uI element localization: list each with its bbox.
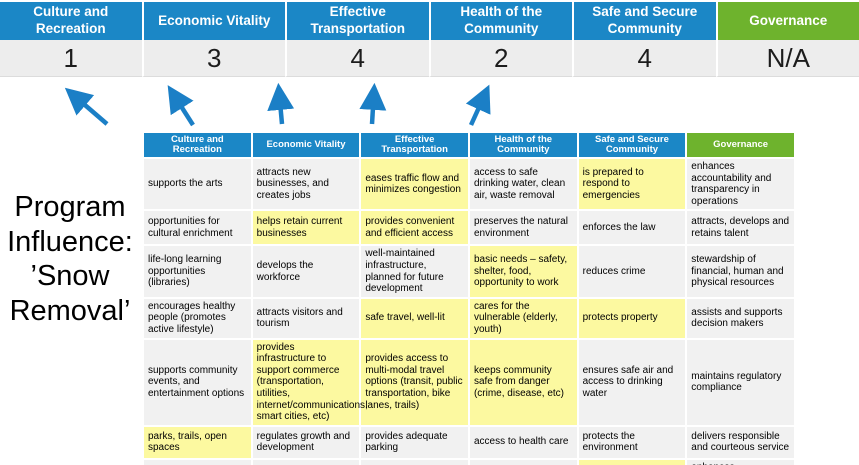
matrix-cell: assists and supports decision makers xyxy=(685,296,796,340)
score-economic-vitality: 3 xyxy=(141,40,285,77)
matrix-cell: maintains regulatory compliance xyxy=(685,337,796,427)
matrix-cell: enhances accountability and transparency… xyxy=(685,156,796,212)
summary-header-safe-and-secure-community: Safe and Secure Community xyxy=(572,2,716,40)
matrix-cell: stewardship of financial, human and phys… xyxy=(685,244,796,299)
matrix-cell: delivers responsible and courteous servi… xyxy=(685,424,796,460)
program-influence-label: Program Influence: ’Snow Removal’ xyxy=(0,190,140,328)
table-row: opportunities for cultural enrichment he… xyxy=(142,209,796,247)
matrix-header-culture-and-recreation: Culture and Recreation xyxy=(142,131,253,159)
matrix-cell: enhances accountability and transparency… xyxy=(685,457,796,465)
matrix-cell: access to safe drinking water, clean air… xyxy=(467,156,579,212)
table-row: supports community events, and entertain… xyxy=(142,337,796,427)
score-safe-and-secure-community: 4 xyxy=(572,40,716,77)
matrix-cell: cares for the vulnerable (elderly, youth… xyxy=(467,296,579,340)
matrix-cell: provides convenient and efficient access xyxy=(359,209,470,247)
table-row: vibrant downtown walkable community acce… xyxy=(142,457,796,465)
summary-score-row: 1 3 4 2 4 N/A xyxy=(0,40,859,77)
score-culture-and-recreation: 1 xyxy=(0,40,142,77)
matrix-cell: life-long learning opportunities (librar… xyxy=(142,244,253,299)
matrix-header-safe-and-secure-community: Safe and Secure Community xyxy=(576,131,688,159)
program-label-line-2: Influence: xyxy=(7,225,133,258)
matrix-cell: encourages healthy people (promotes acti… xyxy=(142,296,253,340)
matrix-cell: access to safe drinking water, clean air… xyxy=(467,457,579,465)
matrix-cell: attracts visitors and tourism xyxy=(250,296,362,340)
arrow-culture-icon xyxy=(64,87,109,126)
matrix-cell: access to health care xyxy=(467,424,579,460)
table-row: supports the arts attracts new businesse… xyxy=(142,156,796,212)
table-row: life-long learning opportunities (librar… xyxy=(142,244,796,299)
connector-arrows xyxy=(64,82,491,127)
program-label-line-3: ’Snow xyxy=(30,260,110,292)
matrix-header-economic-vitality: Economic Vitality xyxy=(250,131,362,159)
influence-matrix-table: Culture and Recreation Economic Vitality… xyxy=(142,131,796,465)
matrix-cell: provides infrastructure to support comme… xyxy=(250,337,368,427)
arrow-safe-icon xyxy=(465,84,491,126)
matrix-cell: parks, trails, open spaces xyxy=(142,424,253,460)
matrix-cell: regulates growth and development xyxy=(250,424,362,460)
matrix-header-health-of-the-community: Health of the Community xyxy=(467,131,579,159)
matrix-cell: keeps community safe from danger (crime,… xyxy=(467,337,579,427)
matrix-cell: is prepared to respond to emergencies xyxy=(576,156,688,212)
matrix-cell: eases traffic flow and minimizes congest… xyxy=(359,156,470,212)
matrix-header-effective-transportation: Effective Transportation xyxy=(359,131,470,159)
matrix-header-row: Culture and Recreation Economic Vitality… xyxy=(142,131,796,159)
summary-scoreboard: Culture and Recreation Economic Vitality… xyxy=(0,2,859,77)
summary-header-health-of-the-community: Health of the Community xyxy=(428,2,572,40)
matrix-cell: ensures safe air and access to drinking … xyxy=(576,337,688,427)
summary-header-row: Culture and Recreation Economic Vitality… xyxy=(0,2,859,40)
score-governance: N/A xyxy=(715,40,859,77)
matrix-cell: provides safe travel and mobility xyxy=(576,457,688,465)
matrix-cell: develops the workforce xyxy=(250,244,362,299)
summary-header-economic-vitality: Economic Vitality xyxy=(141,2,285,40)
table-row: parks, trails, open spaces regulates gro… xyxy=(142,424,796,460)
matrix-cell: safe travel, well-lit xyxy=(359,296,470,340)
program-label-line-1: Program xyxy=(14,191,126,223)
summary-header-governance: Governance xyxy=(715,2,859,40)
matrix-cell xyxy=(142,457,253,465)
matrix-cell: protects property xyxy=(576,296,688,340)
matrix-header-governance: Governance xyxy=(685,131,796,159)
matrix-cell: basic needs – safety, shelter, food, opp… xyxy=(467,244,579,299)
matrix-cell: walkable community xyxy=(359,457,470,465)
arrow-health-icon xyxy=(359,82,387,125)
matrix-cell: opportunities for cultural enrichment xyxy=(142,209,253,247)
matrix-cell: provides access to multi-modal travel op… xyxy=(359,337,470,427)
matrix-cell: preserves the natural environment xyxy=(467,209,579,247)
matrix-cell: attracts, develops and retains talent xyxy=(685,209,796,247)
arrow-transportation-icon xyxy=(267,82,295,125)
arrow-economic-icon xyxy=(167,85,195,127)
matrix-cell: enforces the law xyxy=(576,209,688,247)
matrix-cell: well-maintained infrastructure, planned … xyxy=(359,244,470,299)
summary-header-culture-and-recreation: Culture and Recreation xyxy=(0,2,142,40)
matrix-cell: reduces crime xyxy=(576,244,688,299)
table-row: encourages healthy people (promotes acti… xyxy=(142,296,796,340)
matrix-cell: provides adequate parking xyxy=(359,424,470,460)
score-effective-transportation: 4 xyxy=(285,40,429,77)
matrix-cell: protects the environment xyxy=(576,424,688,460)
matrix-cell: attracts new businesses, and creates job… xyxy=(250,156,362,212)
matrix-cell: vibrant downtown xyxy=(250,457,362,465)
summary-header-effective-transportation: Effective Transportation xyxy=(285,2,429,40)
matrix-cell: supports the arts xyxy=(142,156,253,212)
matrix-cell: supports community events, and entertain… xyxy=(142,337,253,427)
program-label-line-4: Removal’ xyxy=(9,294,131,327)
matrix-cell: helps retain current businesses xyxy=(250,209,362,247)
score-health-of-the-community: 2 xyxy=(428,40,572,77)
